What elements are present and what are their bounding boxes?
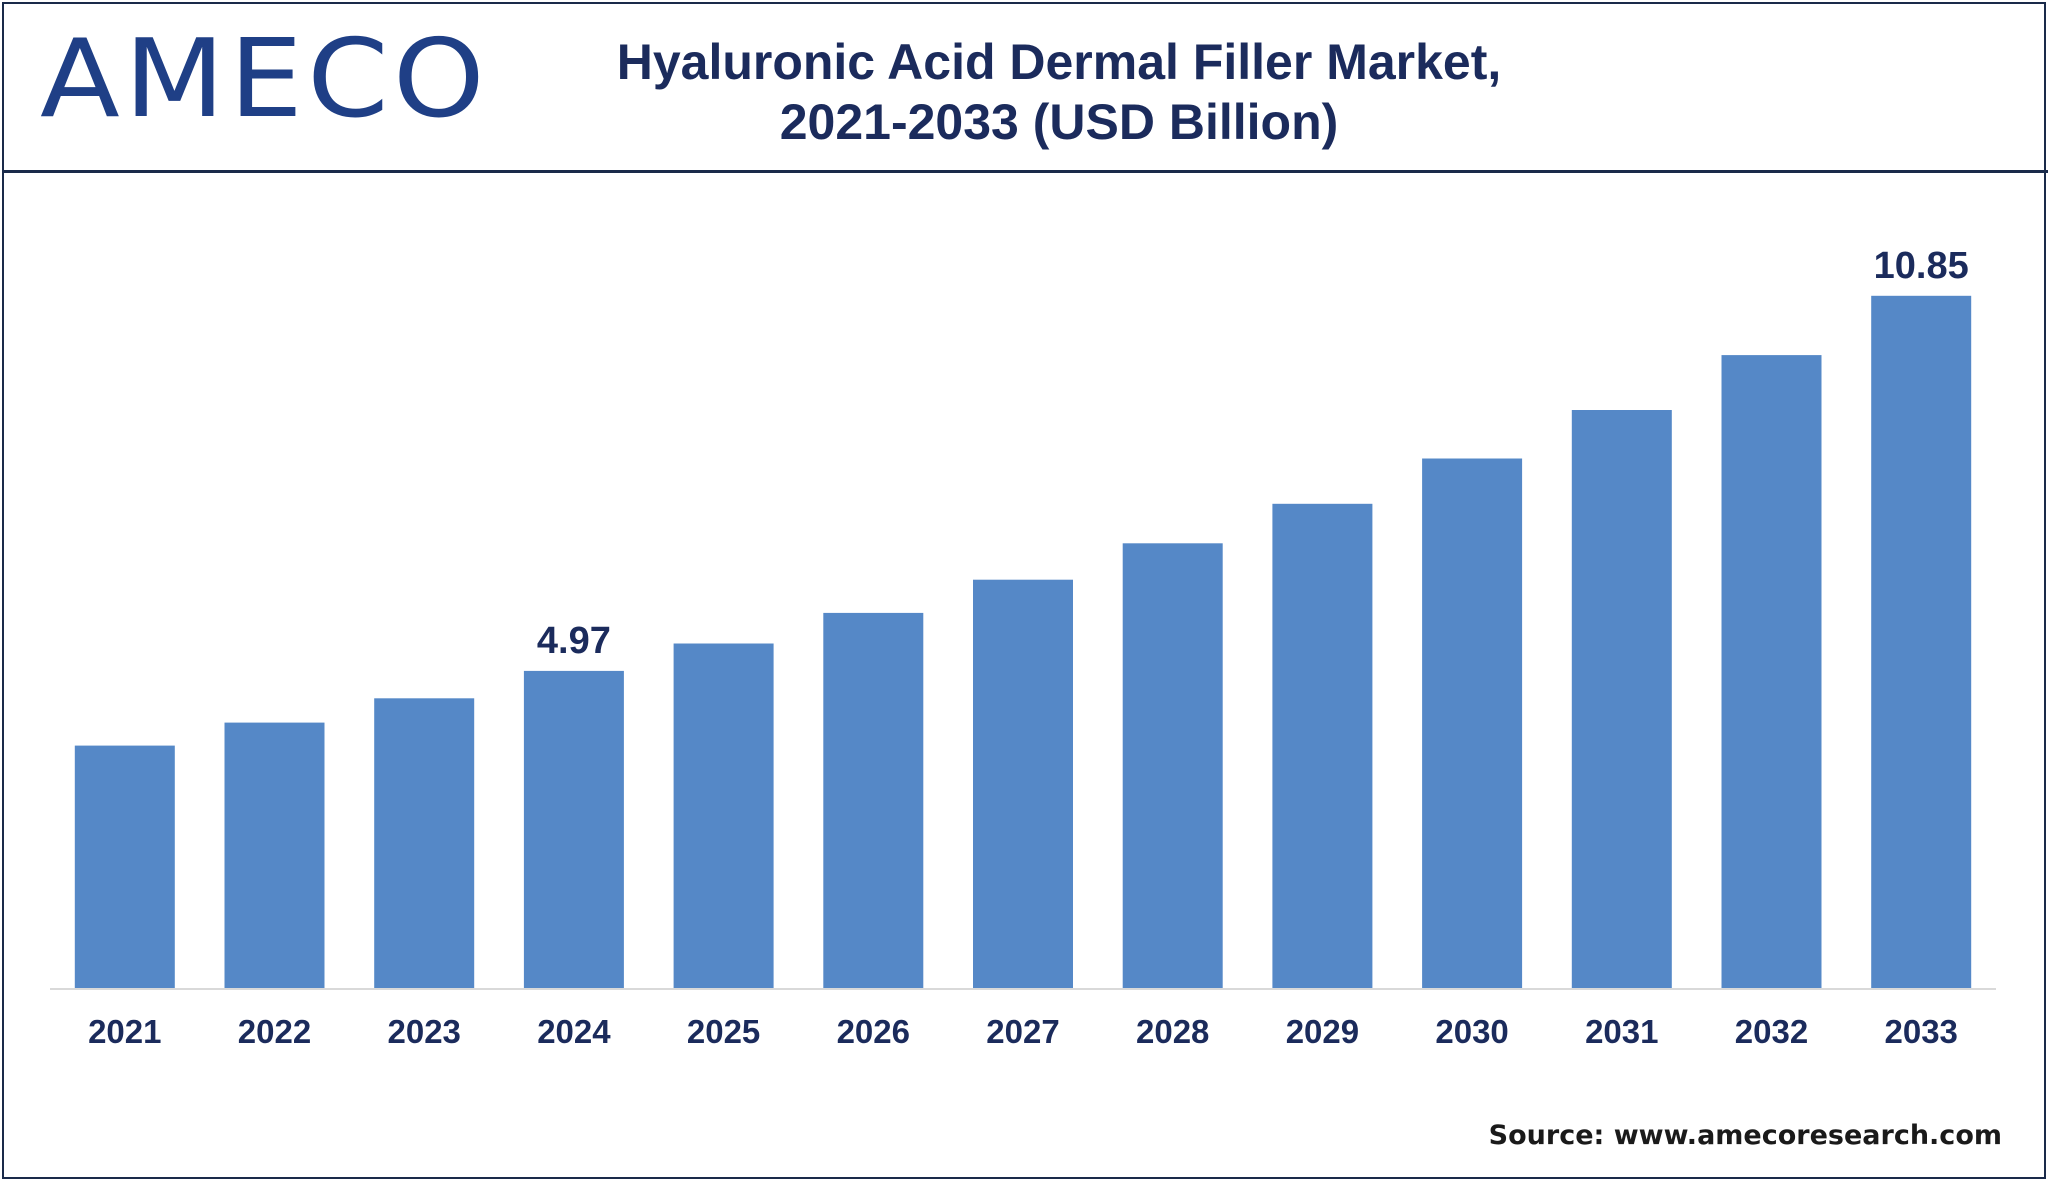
x-tick-label-2024: 2024	[537, 1013, 611, 1050]
data-label-2024: 4.97	[537, 620, 611, 662]
bar-2022	[224, 722, 325, 988]
bar-2023	[374, 698, 475, 988]
header: AMECO Hyaluronic Acid Dermal Filler Mark…	[4, 4, 2048, 173]
bar-2028	[1122, 543, 1223, 988]
x-tick-label-2028: 2028	[1136, 1013, 1209, 1050]
bar-2025	[673, 643, 774, 988]
x-tick-label-2026: 2026	[837, 1013, 910, 1050]
bar-2027	[973, 579, 1073, 988]
ameco-logo: AMECO	[40, 17, 489, 142]
bar-2032	[1721, 355, 1822, 989]
chart-title-line-1: Hyaluronic Acid Dermal Filler Market,	[616, 34, 1502, 90]
x-tick-label-2021: 2021	[88, 1013, 161, 1050]
x-tick-labels: 2021 2022 2023 2024 2025 2026 2027 2028 2029 2030…	[88, 1013, 1958, 1050]
chart-title: Hyaluronic Acid Dermal Filler Market, 20…	[434, 32, 1684, 152]
bars-group	[74, 295, 1972, 989]
data-labels: 4.97 10.85	[537, 245, 1969, 662]
bar-2031	[1571, 410, 1672, 988]
x-tick-label-2029: 2029	[1286, 1013, 1359, 1050]
bar-2021	[74, 745, 175, 988]
x-tick-label-2033: 2033	[1884, 1013, 1957, 1050]
source-note: Source: www.amecoresearch.com	[1488, 1120, 2002, 1151]
bar-2033	[1871, 295, 1972, 988]
x-tick-label-2031: 2031	[1585, 1013, 1658, 1050]
data-label-2033: 10.85	[1874, 245, 1969, 287]
x-tick-label-2022: 2022	[238, 1013, 311, 1050]
x-tick-label-2027: 2027	[986, 1013, 1059, 1050]
bar-2029	[1272, 503, 1373, 988]
bar-2024	[523, 670, 624, 988]
chart-title-line-2: 2021-2033 (USD Billion)	[779, 94, 1339, 150]
bar-2030	[1422, 458, 1523, 988]
x-tick-label-2030: 2030	[1435, 1013, 1508, 1050]
x-tick-label-2032: 2032	[1735, 1013, 1808, 1050]
bar-2026	[823, 612, 924, 988]
x-tick-label-2025: 2025	[687, 1013, 760, 1050]
x-tick-label-2023: 2023	[387, 1013, 460, 1050]
